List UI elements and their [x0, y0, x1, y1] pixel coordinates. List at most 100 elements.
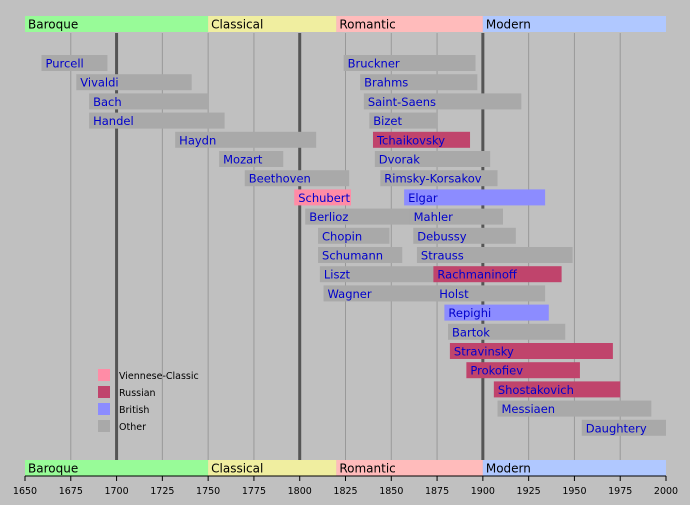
x-tick-label-1775: 1775	[242, 486, 266, 497]
composer-bar-schumann	[318, 247, 403, 263]
era-label-bottom-baroque: Baroque	[28, 462, 78, 476]
composer-bar-group-bartok: Bartok	[448, 323, 566, 340]
composer-bar-messiaen	[497, 400, 652, 417]
composer-bar-holst	[435, 285, 546, 302]
composer-bar-schubert	[294, 189, 351, 206]
x-tick-label-1675: 1675	[59, 486, 83, 497]
composer-bar-prokofiev	[466, 362, 580, 379]
composer-bar-brahms	[360, 74, 478, 91]
era-band-bottom-romantic	[336, 460, 483, 476]
x-tick-label-1700: 1700	[104, 486, 128, 497]
composer-bar-berlioz	[305, 208, 427, 225]
composer-bar-strauss	[416, 247, 573, 263]
composer-bar-elgar	[404, 189, 546, 206]
legend-swatch-other	[98, 420, 110, 432]
composer-bar-group-bach: Bach	[89, 93, 209, 110]
composer-label-schubert: Schubert	[298, 191, 350, 205]
composer-bar-group-tchaikovsky: Tchaikovsky	[372, 131, 471, 148]
composer-label-messiaen: Messiaen	[502, 402, 556, 416]
legend-label-viennese-classic: Viennese-Classic	[119, 371, 199, 382]
composer-label-prokofiev: Prokofiev	[470, 364, 523, 378]
composer-bar-group-schubert: Schubert	[294, 189, 351, 206]
composer-bar-saint-saens	[363, 93, 522, 110]
x-tick-label-1925: 1925	[517, 486, 541, 497]
composer-label-liszt: Liszt	[324, 268, 351, 282]
composer-label-haydn: Haydn	[179, 133, 216, 147]
composer-label-rimsky-korsakov: Rimsky-Korsakov	[384, 172, 481, 186]
composer-label-bach: Bach	[93, 95, 122, 109]
composer-label-tchaikovsky: Tchaikovsky	[376, 133, 445, 147]
composer-bar-group-purcell: Purcell	[41, 55, 108, 71]
composer-label-chopin: Chopin	[322, 229, 362, 243]
composer-bar-bizet	[369, 112, 438, 129]
composer-label-dvorak: Dvorak	[379, 153, 420, 167]
era-label-top-modern: Modern	[486, 18, 531, 32]
composer-bar-rimsky-korsakov	[380, 170, 498, 187]
composer-bar-group-strauss: Strauss	[416, 247, 573, 263]
composer-bar-tchaikovsky	[372, 131, 471, 148]
era-label-top-baroque: Baroque	[28, 18, 78, 32]
composer-label-mozart: Mozart	[223, 153, 263, 167]
composer-bar-group-brahms: Brahms	[360, 74, 478, 91]
x-tick-label-1750: 1750	[196, 486, 220, 497]
composer-label-stravinsky: Stravinsky	[454, 345, 514, 359]
composer-label-beethoven: Beethoven	[249, 172, 311, 186]
composer-bar-repighi	[444, 304, 549, 321]
x-tick-label-1975: 1975	[608, 486, 632, 497]
composer-bar-group-handel: Handel	[89, 112, 225, 129]
era-band-top-baroque	[25, 16, 209, 32]
composer-label-handel: Handel	[93, 114, 134, 128]
composer-bar-bach	[89, 93, 209, 110]
composer-label-schumann: Schumann	[322, 249, 383, 263]
composer-bar-group-saint-saens: Saint-Saens	[363, 93, 522, 110]
composer-bar-group-bruckner: Bruckner	[343, 55, 476, 71]
era-label-top-romantic: Romantic	[339, 18, 395, 32]
composer-bar-group-debussy: Debussy	[413, 227, 516, 244]
legend-label-other: Other	[119, 422, 146, 433]
composer-bar-debussy	[413, 227, 516, 244]
composer-bar-group-holst: Holst	[435, 285, 546, 302]
composer-bar-group-mozart: Mozart	[219, 151, 284, 167]
x-tick-label-1800: 1800	[288, 486, 312, 497]
composer-bar-group-chopin: Chopin	[318, 227, 390, 244]
composer-label-wagner: Wagner	[328, 287, 372, 301]
composer-label-daughtery: Daughtery	[586, 421, 647, 435]
era-band-top-romantic	[336, 16, 483, 32]
composer-bar-group-repighi: Repighi	[444, 304, 549, 321]
x-tick-label-1850: 1850	[379, 486, 403, 497]
composer-bar-group-elgar: Elgar	[404, 189, 546, 206]
x-tick-label-1650: 1650	[13, 486, 37, 497]
composer-bar-chopin	[318, 227, 390, 244]
legend: Viennese-Classic Russian British Other	[98, 369, 199, 433]
composer-label-elgar: Elgar	[408, 191, 438, 205]
composer-label-shostakovich: Shostakovich	[498, 383, 574, 397]
composer-bar-group-dvorak: Dvorak	[374, 151, 491, 167]
composer-label-saint-saens: Saint-Saens	[368, 95, 436, 109]
composer-label-repighi: Repighi	[448, 306, 491, 320]
composer-bar-group-wagner: Wagner	[323, 285, 452, 302]
era-label-bottom-modern: Modern	[486, 462, 531, 476]
x-tick-label-1825: 1825	[333, 486, 357, 497]
composer-bar-purcell	[41, 55, 108, 71]
x-tick-label-2000: 2000	[654, 486, 678, 497]
composer-label-vivaldi: Vivaldi	[80, 76, 118, 90]
composer-label-bruckner: Bruckner	[348, 57, 400, 71]
composer-bar-group-bizet: Bizet	[369, 112, 438, 129]
era-band-bottom-baroque	[25, 460, 209, 476]
composer-bar-group-shostakovich: Shostakovich	[493, 381, 621, 398]
composer-bar-haydn	[175, 131, 317, 148]
composer-bar-stravinsky	[449, 343, 613, 359]
composer-label-purcell: Purcell	[45, 57, 83, 71]
era-label-bottom-classical: Classical	[211, 462, 263, 476]
composer-bar-group-liszt: Liszt	[319, 266, 458, 283]
composer-bar-group-daughtery: Daughtery	[581, 419, 666, 436]
composer-bar-group-berlioz: Berlioz	[305, 208, 427, 225]
legend-label-british: British	[119, 405, 149, 416]
composer-bar-daughtery	[581, 419, 666, 436]
composer-bar-dvorak	[374, 151, 491, 167]
composer-bar-liszt	[319, 266, 458, 283]
composer-bar-group-messiaen: Messiaen	[497, 400, 652, 417]
era-band-top-modern	[482, 16, 666, 32]
era-band-bottom-modern	[482, 460, 666, 476]
